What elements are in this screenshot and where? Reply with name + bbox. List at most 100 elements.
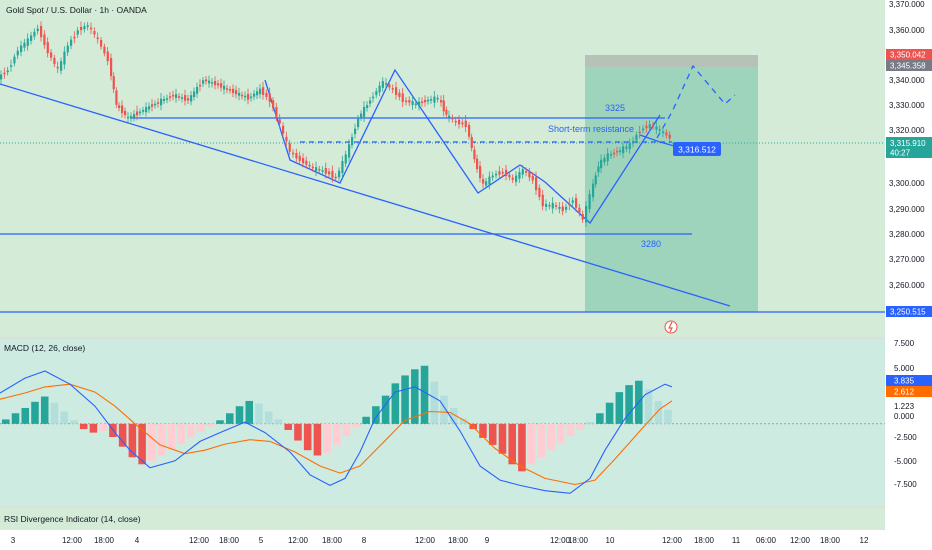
macd-axis[interactable]: 7.500 5.000 -2.500 -5.000 -7.500 0.000 1… xyxy=(894,339,917,489)
price-tick: 3,320.000 xyxy=(889,126,925,135)
candle-body xyxy=(414,103,417,106)
macd-tick: 5.000 xyxy=(894,364,915,373)
candle-body xyxy=(427,99,430,102)
macd-histogram-bar xyxy=(2,419,10,424)
macd-histogram-bar xyxy=(226,413,234,424)
candle-body xyxy=(187,98,190,101)
target-price-badge xyxy=(673,142,721,156)
time-label: 18:00 xyxy=(820,536,841,545)
candle-body xyxy=(133,114,136,118)
candle-body xyxy=(115,90,118,105)
price-axis[interactable]: 3,370.000 3,360.000 3,340.000 3,330.000 … xyxy=(889,0,925,290)
macd-plot xyxy=(0,365,885,494)
macd-histogram-bar xyxy=(488,423,497,445)
candle-body xyxy=(344,154,347,164)
macd-histogram-bar xyxy=(450,407,458,424)
candle-body xyxy=(385,83,388,85)
candle-body xyxy=(458,119,461,125)
candle-body xyxy=(606,153,609,162)
level-3280-label: 3280 xyxy=(641,239,661,249)
macd-histogram-bar xyxy=(31,401,39,424)
macd-histogram-bar xyxy=(459,418,468,424)
candle-body xyxy=(148,106,151,110)
alert-icon[interactable] xyxy=(664,320,678,334)
macd-histogram-bar xyxy=(440,395,448,424)
candle-body xyxy=(616,150,619,153)
candle-body xyxy=(214,80,217,86)
candle-body xyxy=(418,101,421,107)
candle-body xyxy=(338,170,341,178)
candle-body xyxy=(658,129,661,131)
candle-body xyxy=(190,95,193,102)
time-label: 8 xyxy=(362,536,367,545)
descending-trendline[interactable] xyxy=(0,83,731,307)
candle-body xyxy=(555,205,558,207)
price-tick: 3,260.000 xyxy=(889,281,925,290)
zigzag-wave[interactable] xyxy=(264,68,661,224)
candle-body xyxy=(476,158,479,170)
candle-body xyxy=(603,157,606,163)
candle-body xyxy=(10,65,13,67)
candle-body xyxy=(160,98,163,106)
macd-histogram-bar xyxy=(294,423,302,441)
candle-body xyxy=(217,83,220,86)
candle-body xyxy=(302,157,305,164)
time-label: 12:00 xyxy=(288,536,309,545)
candle-body xyxy=(613,152,616,155)
macd-histogram-bar xyxy=(187,423,195,438)
candle-body xyxy=(169,96,172,98)
candle-body xyxy=(282,125,285,134)
candle-body xyxy=(127,116,130,119)
rsi-pane-background xyxy=(0,508,885,530)
rsi-title: RSI Divergence Indicator (14, close) xyxy=(4,514,141,524)
macd-value-badge xyxy=(886,375,932,386)
macd-histogram-bar xyxy=(342,423,351,437)
candle-body xyxy=(118,105,121,109)
candle-body xyxy=(531,175,534,181)
candle-body xyxy=(551,202,554,209)
macd-histogram-bar xyxy=(518,423,526,472)
time-label: 4 xyxy=(135,536,140,545)
projection-path[interactable] xyxy=(656,64,736,139)
candle-body xyxy=(298,155,301,161)
candle-body xyxy=(112,76,115,90)
time-axis[interactable]: 3 12:00 18:00 4 12:00 18:00 5 12:00 18:00 8 12:00 1… xyxy=(11,536,869,545)
candle-body xyxy=(0,74,3,80)
macd-histogram-bar xyxy=(566,423,575,437)
macd-tick: -5.000 xyxy=(894,457,917,466)
candle-body xyxy=(479,166,482,179)
time-label: 12:00 xyxy=(415,536,436,545)
candle-body xyxy=(440,100,443,103)
level-3325-label: 3325 xyxy=(605,103,625,113)
macd-value-label: 3.835 xyxy=(894,377,915,386)
candle-body xyxy=(442,100,445,112)
macd-histogram-bar xyxy=(430,381,439,424)
time-label: 18:00 xyxy=(219,536,240,545)
time-label: 9 xyxy=(485,536,490,545)
candle-body xyxy=(628,143,631,150)
candle-body xyxy=(70,39,73,46)
candle-body xyxy=(193,91,196,98)
candle-body xyxy=(495,173,498,176)
time-label: 18:00 xyxy=(94,536,115,545)
candle-body xyxy=(619,150,622,152)
candle-body xyxy=(205,79,208,82)
time-label: 12:00 xyxy=(662,536,683,545)
current-price-badge xyxy=(886,137,932,158)
macd-histogram-bar xyxy=(196,423,205,432)
support-label: 3,250.515 xyxy=(890,308,926,317)
price-tick: 3,280.000 xyxy=(889,230,925,239)
candle-body xyxy=(318,168,321,171)
candle-body xyxy=(136,111,139,116)
candle-body xyxy=(184,95,187,101)
macd-histogram-bar xyxy=(167,423,176,451)
candle-body xyxy=(363,106,366,117)
candle-body xyxy=(292,152,295,155)
candle-body xyxy=(518,172,521,179)
candle-body xyxy=(86,25,89,27)
candle-body xyxy=(436,97,439,100)
candle-body xyxy=(315,167,318,172)
candle-body xyxy=(151,104,154,107)
